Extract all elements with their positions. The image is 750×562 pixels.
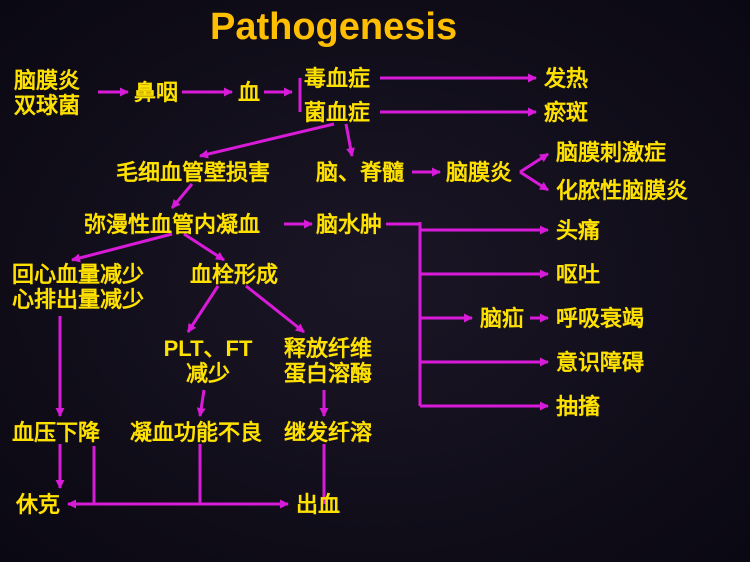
node-n_hnx: 化脓性脑膜炎 [556,178,688,203]
diagram-title: Pathogenesis [210,6,457,49]
node-n_huxin: 回心血量减少 心排出量减少 [12,262,144,313]
node-n_naomoyan: 脑膜炎 [446,160,512,185]
edge [184,234,224,260]
node-n_xue: 血 [238,80,260,105]
diagram-stage: Pathogenesis 脑膜炎 双球菌 鼻咽 血 毒血症菌血症 发热瘀斑毛细血管壁损害… [0,0,750,562]
node-n_diff: 弥漫性血管内凝血 [84,212,260,237]
node-n_maoxi: 毛细血管壁损害 [116,160,270,185]
node-n_yuban: 瘀斑 [544,100,588,125]
node-n_ningxue: 凝血功能不良 [130,420,262,445]
edge [188,286,218,332]
node-n_fare: 发热 [544,66,588,91]
node-n_duxue: 毒血症 [304,66,370,91]
edge [200,124,334,156]
node-n_xueshuan: 血栓形成 [190,262,278,287]
node-n_jifa: 继发纤溶 [284,420,372,445]
node-n_yishi: 意识障碍 [556,350,644,375]
node-n_naojisui: 脑、脊髓 [316,160,404,185]
node-n_naoshui: 脑水肿 [316,212,382,237]
node-n_chuxue: 出血 [296,492,340,517]
node-n_huxi: 呼吸衰竭 [556,306,644,331]
node-n_xueya: 血压下降 [12,420,100,445]
edge [520,154,548,172]
edge [346,124,352,156]
node-n_menin: 脑膜炎 双球菌 [14,68,80,119]
node-n_biyan: 鼻咽 [134,80,178,105]
node-n_cjz: 脑膜刺激症 [556,140,666,165]
node-n_pltft: PLT、FT 减少 [148,336,268,387]
edge [520,172,548,190]
edge [172,184,192,208]
edge [200,390,204,416]
node-n_outu: 呕吐 [556,262,600,287]
node-n_junxue: 菌血症 [304,100,370,125]
edge [246,286,304,332]
node-n_xiuke: 休克 [16,492,60,517]
node-n_naoshan: 脑疝 [480,306,524,331]
node-n_shifang: 释放纤维 蛋白溶酶 [284,336,372,387]
node-n_chouchu: 抽搐 [556,394,600,419]
edge [72,234,172,260]
node-n_toutong: 头痛 [556,218,600,243]
